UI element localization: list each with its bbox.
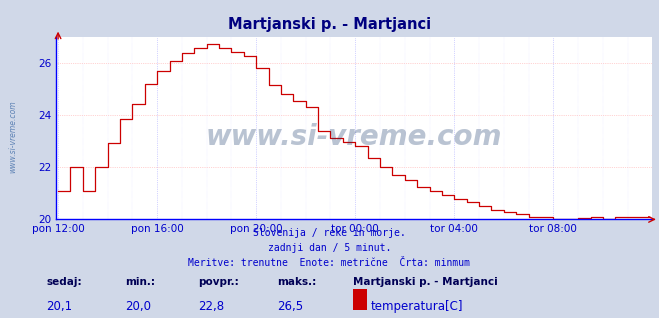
Text: 20,0: 20,0 xyxy=(125,300,151,313)
Text: Meritve: trenutne  Enote: metrične  Črta: minmum: Meritve: trenutne Enote: metrične Črta: … xyxy=(188,258,471,268)
Text: 20,1: 20,1 xyxy=(46,300,72,313)
Text: www.si-vreme.com: www.si-vreme.com xyxy=(206,123,502,151)
Text: Martjanski p. - Martjanci: Martjanski p. - Martjanci xyxy=(228,17,431,32)
Text: zadnji dan / 5 minut.: zadnji dan / 5 minut. xyxy=(268,243,391,253)
Text: sedaj:: sedaj: xyxy=(46,277,82,287)
Text: Slovenija / reke in morje.: Slovenija / reke in morje. xyxy=(253,228,406,238)
Text: 22,8: 22,8 xyxy=(198,300,224,313)
Text: povpr.:: povpr.: xyxy=(198,277,239,287)
Text: maks.:: maks.: xyxy=(277,277,316,287)
Text: www.si-vreme.com: www.si-vreme.com xyxy=(8,100,17,173)
Text: temperatura[C]: temperatura[C] xyxy=(371,300,463,313)
Text: 26,5: 26,5 xyxy=(277,300,303,313)
Text: min.:: min.: xyxy=(125,277,156,287)
Text: Martjanski p. - Martjanci: Martjanski p. - Martjanci xyxy=(353,277,498,287)
